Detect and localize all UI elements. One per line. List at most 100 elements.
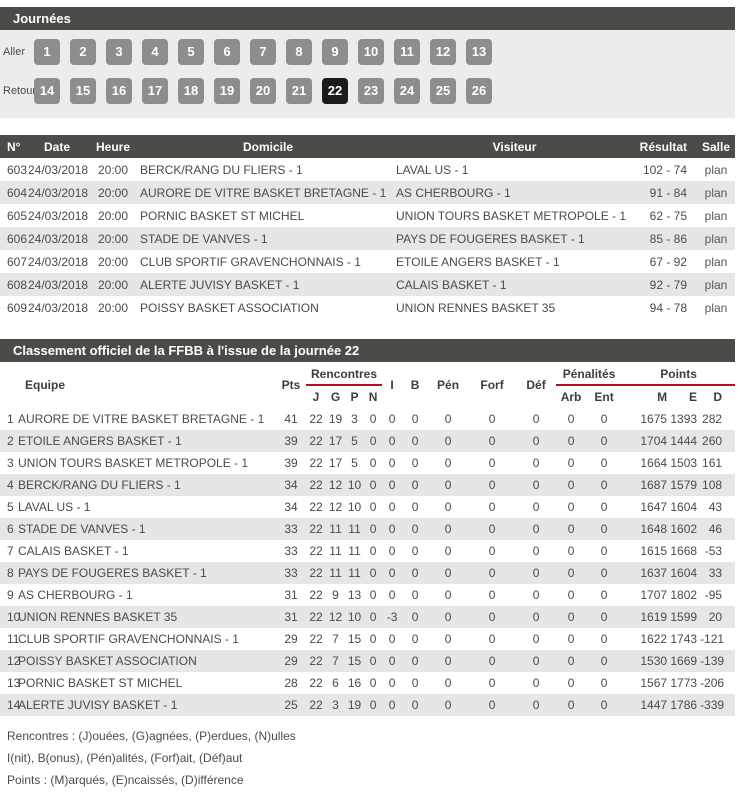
match-time: 20:00 [97,162,129,177]
journee-button-23[interactable]: 23 [358,78,384,104]
journee-button-9[interactable]: 9 [322,39,348,65]
stat-pts: 34 [284,500,298,514]
team-rank: 4 [7,478,14,492]
stat-j: 22 [309,588,323,602]
stat-p: 5 [351,456,358,470]
journee-button-2[interactable]: 2 [70,39,96,65]
match-time: 20:00 [97,185,129,200]
stat-n: 0 [369,544,377,558]
journee-button-20[interactable]: 20 [250,78,276,104]
journee-button-14[interactable]: 14 [34,78,60,104]
journee-button-7[interactable]: 7 [250,39,276,65]
venue-link[interactable]: plan [704,231,728,246]
stat-e: 1604 [670,500,698,514]
journee-button-15[interactable]: 15 [70,78,96,104]
team-name: CLUB SPORTIF GRAVENCHONNAIS - 1 [18,632,239,646]
stat-g: 7 [332,632,339,646]
team-rank: 14 [7,698,21,712]
journee-button-12[interactable]: 12 [430,39,456,65]
match-date: 24/03/2018 [28,277,89,292]
stat-e: 1599 [670,610,698,624]
away-team: UNION RENNES BASKET 35 [396,300,556,315]
journee-button-5[interactable]: 5 [178,39,204,65]
journee-button-19[interactable]: 19 [214,78,240,104]
stat-p: 19 [347,698,362,712]
col-g: G [330,390,341,404]
col-m: M [657,390,668,404]
stat-n: 0 [369,456,377,470]
col-ent: Ent [594,390,614,404]
journee-button-24[interactable]: 24 [394,78,420,104]
venue-link[interactable]: plan [704,300,728,315]
away-team: PAYS DE FOUGERES BASKET - 1 [396,231,585,246]
home-team: ALERTE JUVISY BASKET - 1 [140,277,300,292]
stat-pts: 28 [284,676,298,690]
journee-button-16[interactable]: 16 [106,78,132,104]
score: 102 - 74 [642,162,687,177]
journee-button-17[interactable]: 17 [142,78,168,104]
stat-b: 0 [411,434,419,448]
journee-button-21[interactable]: 21 [286,78,312,104]
stat-pen: 0 [444,676,452,690]
col-time: Heure [86,135,140,158]
stat-i: 0 [388,478,396,492]
stat-m: 1447 [640,698,668,712]
journee-button-8[interactable]: 8 [286,39,312,65]
stat-e: 1602 [670,522,698,536]
journee-button-22[interactable]: 22 [322,78,348,104]
stat-def: 0 [532,566,540,580]
venue-link[interactable]: plan [704,185,728,200]
col-d: D [713,390,723,404]
venue-link[interactable]: plan [704,162,728,177]
stat-arb: 0 [567,698,575,712]
journee-button-18[interactable]: 18 [178,78,204,104]
legend-line: I(nit), B(onus), (Pén)alités, (Forf)ait,… [7,751,243,765]
stat-n: 0 [369,610,377,624]
col-arb: Arb [560,390,582,404]
team-rank: 12 [7,654,21,668]
stat-g: 11 [329,566,342,580]
group-rencontres: Rencontres [306,362,383,386]
journee-button-1[interactable]: 1 [34,39,60,65]
match-time: 20:00 [97,277,129,292]
away-team: LAVAL US - 1 [396,162,469,177]
home-team: BERCK/RANG DU FLIERS - 1 [140,162,303,177]
stat-j: 22 [309,522,323,536]
stat-e: 1773 [670,676,698,690]
stat-def: 0 [532,456,540,470]
team-rank: 5 [7,500,14,514]
stat-pen: 0 [444,610,452,624]
standings-column-header: Equipe Pts Rencontres I B Pén Forf Déf P… [0,362,736,408]
journee-button-10[interactable]: 10 [358,39,384,65]
venue-link[interactable]: plan [704,208,728,223]
stat-pts: 33 [284,566,298,580]
score: 85 - 86 [649,231,687,246]
stat-forf: 0 [488,698,496,712]
journee-button-11[interactable]: 11 [394,39,420,65]
match-number: 606 [7,231,28,246]
stat-m: 1707 [640,588,668,602]
col-pts: Pts [281,378,301,392]
journee-button-6[interactable]: 6 [214,39,240,65]
stat-pts: 34 [284,478,298,492]
journees-direction-label: Retour [3,85,34,97]
journee-button-3[interactable]: 3 [106,39,132,65]
stat-i: 0 [388,676,396,690]
stat-i: 0 [388,412,396,426]
stat-p: 5 [351,434,358,448]
result-row: 603 24/03/2018 20:00 BERCK/RANG DU FLIERS -… [0,158,735,181]
stat-d: 260 [702,434,723,448]
venue-link[interactable]: plan [704,254,728,269]
stat-d: -339 [700,698,725,712]
journee-button-26[interactable]: 26 [466,78,492,104]
match-time: 20:00 [97,300,129,315]
stat-forf: 0 [488,478,496,492]
stat-def: 0 [532,522,540,536]
stat-g: 12 [328,478,343,492]
journee-button-4[interactable]: 4 [142,39,168,65]
venue-link[interactable]: plan [704,277,728,292]
stat-g: 12 [328,500,343,514]
journee-button-13[interactable]: 13 [466,39,492,65]
journee-button-25[interactable]: 25 [430,78,456,104]
col-date: Date [28,135,86,158]
